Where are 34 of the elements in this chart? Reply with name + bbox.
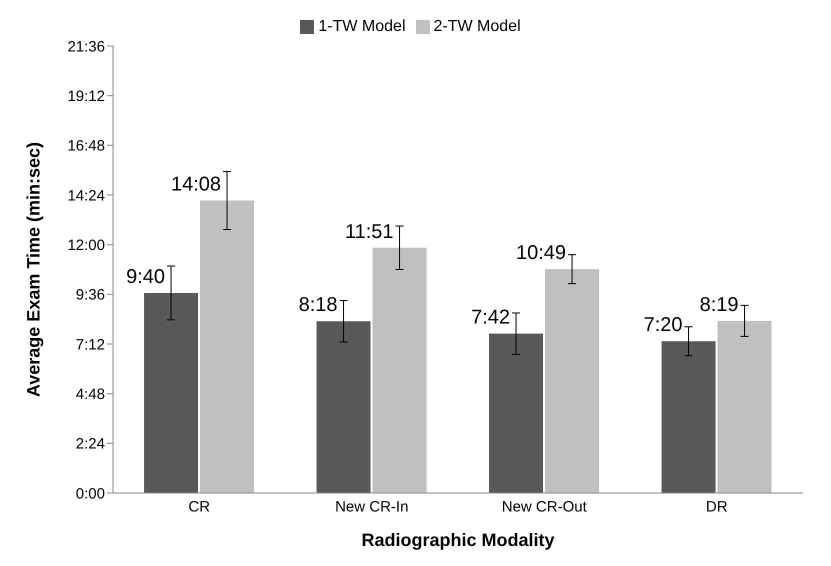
legend-label: 1-TW Model bbox=[318, 18, 406, 35]
y-tick-label: 9:36 bbox=[76, 286, 105, 304]
data-label: 11:51 bbox=[344, 220, 394, 243]
data-label: 14:08 bbox=[170, 174, 222, 196]
y-axis-title: Average Exam Time (min:sec) bbox=[23, 142, 44, 398]
data-label: 8:19 bbox=[700, 294, 739, 316]
bar bbox=[545, 269, 600, 493]
y-tick-label: 2:24 bbox=[76, 436, 105, 453]
legend-label: 2-TW Model bbox=[434, 18, 521, 35]
y-tick-label: 12:00 bbox=[67, 236, 105, 254]
bar bbox=[144, 292, 198, 493]
x-tick-label: New CR-In bbox=[335, 498, 408, 516]
x-tick-label: CR bbox=[188, 498, 210, 516]
bar bbox=[316, 321, 371, 493]
y-tick-label: 19:12 bbox=[67, 88, 105, 105]
y-tick-label: 4:48 bbox=[76, 386, 105, 403]
y-tick-label: 16:48 bbox=[67, 138, 105, 155]
x-tick-label: DR bbox=[706, 498, 728, 516]
data-label: 9:40 bbox=[126, 266, 166, 288]
bar bbox=[718, 320, 772, 493]
data-label: 7:42 bbox=[471, 306, 510, 329]
data-label: 8:18 bbox=[298, 294, 338, 316]
bar bbox=[200, 200, 254, 493]
bar bbox=[662, 341, 716, 493]
x-tick-label: New CR-Out bbox=[502, 498, 588, 516]
y-tick-label: 7:12 bbox=[76, 336, 105, 354]
bar bbox=[489, 334, 544, 493]
data-label: 7:20 bbox=[644, 314, 683, 336]
y-tick-label: 14:24 bbox=[67, 187, 105, 204]
y-tick-label: 21:36 bbox=[67, 38, 105, 56]
data-label: 10:49 bbox=[516, 242, 566, 264]
x-axis-title: Radiographic Modality bbox=[361, 530, 555, 550]
y-tick-label: 0:00 bbox=[76, 485, 105, 502]
bar bbox=[372, 248, 427, 493]
